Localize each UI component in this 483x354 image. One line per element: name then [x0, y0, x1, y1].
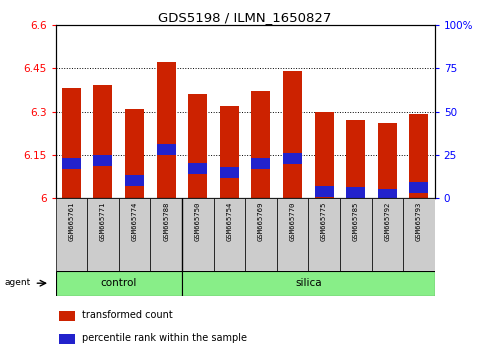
Bar [252, 158, 270, 169]
Bar [314, 112, 334, 198]
Text: silica: silica [295, 278, 322, 288]
Bar [94, 155, 113, 166]
Text: GSM665771: GSM665771 [100, 202, 106, 241]
Text: GSM665775: GSM665775 [321, 202, 327, 241]
Bar [403, 198, 435, 271]
Bar [220, 106, 239, 198]
Bar [252, 91, 270, 198]
Bar [125, 109, 144, 198]
Bar [410, 182, 428, 193]
Bar [56, 271, 182, 296]
Bar [62, 158, 81, 169]
Bar [245, 198, 277, 271]
Text: control: control [100, 278, 137, 288]
Text: GSM665754: GSM665754 [227, 202, 232, 241]
Text: GSM665785: GSM665785 [353, 202, 359, 241]
Text: GSM665792: GSM665792 [384, 202, 390, 241]
Text: GSM665770: GSM665770 [289, 202, 296, 241]
Bar [283, 153, 302, 164]
Text: GSM665761: GSM665761 [68, 202, 74, 241]
Bar [62, 88, 81, 198]
Bar [378, 123, 397, 198]
Title: GDS5198 / ILMN_1650827: GDS5198 / ILMN_1650827 [158, 11, 332, 24]
Text: GSM665769: GSM665769 [258, 202, 264, 241]
Bar [314, 186, 334, 197]
Bar [94, 85, 113, 198]
Bar [340, 198, 371, 271]
Text: GSM665788: GSM665788 [163, 202, 169, 241]
Bar [59, 334, 74, 343]
Bar [156, 62, 176, 198]
Bar [87, 198, 119, 271]
Bar [188, 163, 207, 174]
Bar [371, 198, 403, 271]
Bar [59, 312, 74, 321]
Bar [150, 198, 182, 271]
Text: percentile rank within the sample: percentile rank within the sample [82, 333, 247, 343]
Text: GSM665774: GSM665774 [131, 202, 138, 241]
Text: GSM665793: GSM665793 [416, 202, 422, 241]
Bar [308, 198, 340, 271]
Bar [156, 144, 176, 155]
Bar [410, 114, 428, 198]
Bar [56, 198, 87, 271]
Text: agent: agent [4, 278, 31, 287]
Bar [125, 175, 144, 187]
Bar [220, 167, 239, 178]
Bar [213, 198, 245, 271]
Bar [283, 71, 302, 198]
Text: GSM665750: GSM665750 [195, 202, 201, 241]
Bar [378, 189, 397, 200]
Bar [277, 198, 308, 271]
Text: transformed count: transformed count [82, 310, 173, 320]
Bar [119, 198, 150, 271]
Bar [182, 271, 435, 296]
Bar [346, 120, 365, 198]
Bar [182, 198, 213, 271]
Bar [188, 94, 207, 198]
Bar [346, 188, 365, 199]
